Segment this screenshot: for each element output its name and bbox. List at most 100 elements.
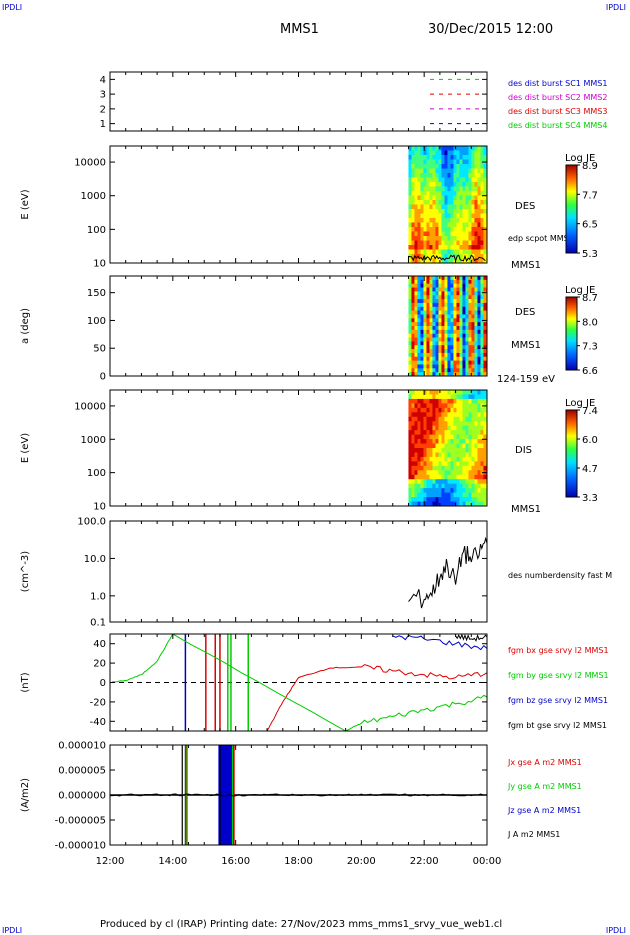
spectrogram-cell: [414, 345, 418, 350]
spectrogram-cell: [459, 337, 463, 342]
burst-legend-entry: des dist burst SC1 MMS1: [508, 79, 607, 88]
spectrogram-cell: [483, 200, 487, 205]
spectrogram-cell: [459, 204, 463, 210]
spectrogram-cell: [483, 245, 487, 250]
spectrogram-cell: [420, 329, 424, 335]
spectrogram-cell: [408, 146, 412, 151]
spectrogram-cell: [438, 326, 442, 331]
spectrogram-cell: [462, 177, 466, 183]
spectrogram-cell: [468, 364, 472, 369]
spectrogram-cell: [456, 227, 460, 232]
spectrogram-cell: [480, 279, 484, 285]
spectrogram-cell: [477, 168, 481, 174]
spectrogram-cell: [456, 204, 460, 210]
spectrogram-cell: [414, 349, 418, 354]
spectrogram-cell: [414, 368, 418, 373]
spectrogram-cell: [435, 177, 439, 183]
spectrogram-cell: [474, 333, 478, 339]
spectrogram-cell: [417, 465, 421, 471]
spectrogram-cell: [444, 461, 448, 467]
spectrogram-cell: [408, 276, 412, 281]
spectrogram-cell: [471, 456, 475, 462]
spectrogram-cell: [474, 488, 478, 494]
spectrogram-cell: [471, 465, 475, 471]
spectrogram-cell: [465, 245, 469, 250]
spectrogram-cell: [453, 352, 457, 358]
spectrogram-cell: [456, 448, 460, 453]
spectrogram-cell: [438, 322, 442, 327]
spectrogram-cell: [462, 474, 466, 480]
spectrogram-cell: [435, 364, 439, 369]
spectrogram-cell: [459, 439, 463, 445]
spectrogram-cell: [471, 341, 475, 346]
spectrogram-cell: [441, 443, 445, 449]
spectrogram-cell: [432, 488, 436, 494]
spectrogram-cell: [438, 310, 442, 315]
spectrogram-cell: [468, 492, 472, 498]
dis-energy-spectrogram: [408, 390, 487, 507]
spectrogram-cell: [462, 249, 466, 255]
spectrogram-cell: [483, 209, 487, 214]
spectrogram-cell: [450, 352, 454, 358]
spectrogram-cell: [474, 310, 478, 315]
spectrogram-cell: [414, 501, 418, 507]
spectrogram-cell: [411, 501, 415, 507]
current-noise-line: [110, 793, 485, 797]
spectrogram-cell: [483, 186, 487, 192]
spectrogram-cell: [453, 337, 457, 342]
spectrogram-cell: [429, 306, 433, 312]
spectrogram-cell: [435, 191, 439, 196]
spectrogram-cell: [420, 488, 424, 494]
spectrogram-cell: [435, 434, 439, 440]
series-label-current: J A m2 MMS1: [507, 830, 560, 839]
spectrogram-cell: [420, 306, 424, 312]
spectrogram-cell: [441, 488, 445, 494]
spectrogram-cell: [441, 222, 445, 228]
corner-label-bottom-left: IPDLI: [2, 926, 23, 935]
spectrogram-cell: [462, 448, 466, 453]
spectrogram-cell: [408, 439, 412, 445]
spectrogram-cell: [447, 291, 451, 296]
spectrogram-cell: [429, 295, 433, 300]
spectrogram-cell: [462, 407, 466, 413]
spectrogram-cell: [456, 240, 460, 246]
spectrogram-cell: [408, 306, 412, 312]
spectrogram-cell: [456, 394, 460, 400]
spectrogram-cell: [459, 465, 463, 471]
spectrogram-cell: [474, 258, 478, 264]
spectrogram-cell: [429, 209, 433, 214]
spectrogram-cell: [465, 186, 469, 192]
spectrogram-cell: [441, 465, 445, 471]
spectrogram-cell: [420, 182, 424, 187]
spectrogram-cell: [438, 425, 442, 431]
spectrogram-cell: [456, 283, 460, 289]
spectrogram-cell: [423, 254, 427, 259]
spectrogram-cell: [483, 479, 487, 485]
spectrogram-cell: [438, 461, 442, 467]
spectrogram-cell: [438, 452, 442, 458]
spectrogram-cell: [438, 483, 442, 489]
spectrogram-cell: [423, 492, 427, 498]
spectrogram-cell: [450, 283, 454, 289]
spectrogram-cell: [456, 245, 460, 250]
spectrogram-cell: [441, 146, 445, 151]
spectrogram-cell: [459, 341, 463, 346]
spectrogram-cell: [471, 231, 475, 237]
spectrogram-cell: [441, 483, 445, 489]
spectrogram-cell: [435, 461, 439, 467]
spectrogram-cell: [450, 279, 454, 285]
spectrogram-cell: [462, 310, 466, 315]
spectrogram-cell: [441, 177, 445, 183]
spectrogram-cell: [477, 302, 481, 308]
spectrogram-cell: [465, 155, 469, 160]
spectrogram-cell: [474, 465, 478, 471]
spectrogram-cell: [474, 222, 478, 228]
spectrogram-cell: [444, 299, 448, 304]
spectrogram-cell: [474, 421, 478, 427]
spectrogram-cell: [432, 249, 436, 255]
spectrogram-cell: [462, 318, 466, 323]
spectrogram-cell: [468, 456, 472, 462]
spectrogram-cell: [474, 231, 478, 237]
spectrogram-cell: [456, 483, 460, 489]
spectrogram-cell: [474, 497, 478, 503]
